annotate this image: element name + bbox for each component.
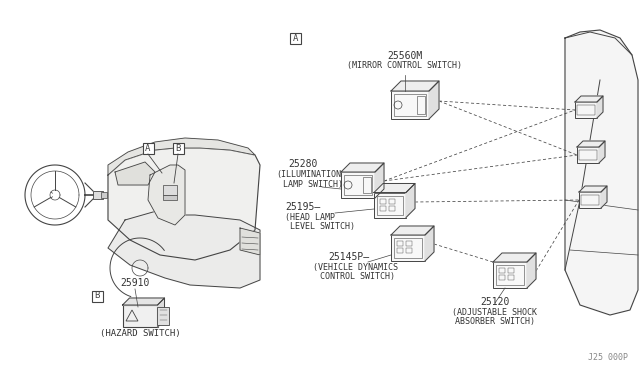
Bar <box>380 199 386 203</box>
Text: B: B <box>175 144 180 153</box>
Bar <box>397 241 403 246</box>
Text: LAMP SWITCH): LAMP SWITCH) <box>283 180 343 189</box>
Text: CONTROL SWITCH): CONTROL SWITCH) <box>320 272 395 281</box>
Polygon shape <box>148 165 185 225</box>
Polygon shape <box>527 253 536 288</box>
Bar <box>93 191 103 199</box>
Text: 25120: 25120 <box>480 297 509 307</box>
Bar <box>377 196 403 215</box>
Bar <box>173 142 184 154</box>
Bar <box>496 265 524 285</box>
Polygon shape <box>429 81 439 119</box>
Bar <box>394 94 426 116</box>
Bar <box>579 150 597 160</box>
Bar <box>499 275 505 280</box>
Polygon shape <box>577 141 605 147</box>
Bar <box>92 291 102 301</box>
Bar <box>363 177 371 193</box>
Polygon shape <box>599 141 605 163</box>
Polygon shape <box>108 210 260 288</box>
Bar <box>508 275 514 280</box>
Text: ABSORBER SWITCH): ABSORBER SWITCH) <box>455 317 535 326</box>
Bar <box>391 235 425 261</box>
Bar <box>389 199 395 203</box>
Bar <box>577 105 595 115</box>
Text: 25910: 25910 <box>120 278 149 288</box>
Polygon shape <box>575 96 603 102</box>
Polygon shape <box>601 186 607 208</box>
Bar <box>157 307 168 325</box>
Polygon shape <box>425 226 434 261</box>
Text: (MIRROR CONTROL SWITCH): (MIRROR CONTROL SWITCH) <box>348 61 463 70</box>
Polygon shape <box>493 253 536 262</box>
Polygon shape <box>374 183 415 192</box>
Bar <box>163 185 177 195</box>
Polygon shape <box>122 298 164 305</box>
Text: (ILLUMINATION: (ILLUMINATION <box>276 170 341 179</box>
Bar <box>101 192 107 198</box>
Bar <box>406 241 412 246</box>
Polygon shape <box>240 228 260 255</box>
Bar <box>163 195 177 200</box>
Polygon shape <box>115 162 155 185</box>
Polygon shape <box>579 186 607 192</box>
Polygon shape <box>406 183 415 218</box>
Polygon shape <box>375 163 384 198</box>
Bar <box>397 248 403 253</box>
Bar <box>341 172 375 198</box>
Bar <box>417 96 425 114</box>
Text: LEVEL SWITCH): LEVEL SWITCH) <box>290 222 355 231</box>
Bar <box>575 102 597 118</box>
Polygon shape <box>391 81 439 91</box>
Polygon shape <box>108 148 260 260</box>
Bar <box>122 305 157 327</box>
Text: 25560M: 25560M <box>387 51 422 61</box>
Polygon shape <box>597 96 603 118</box>
Polygon shape <box>565 30 638 315</box>
Bar <box>291 32 301 44</box>
Bar <box>143 142 154 154</box>
Bar <box>499 268 505 273</box>
Polygon shape <box>341 163 384 172</box>
Bar <box>581 195 599 205</box>
Text: (ADJUSTABLE SHOCK: (ADJUSTABLE SHOCK <box>452 308 538 317</box>
Bar <box>577 147 599 163</box>
Bar <box>493 262 527 288</box>
Text: 25280: 25280 <box>288 159 317 169</box>
Text: J25 000P: J25 000P <box>588 353 628 362</box>
Bar <box>391 91 429 119</box>
Text: A: A <box>145 144 150 153</box>
Bar <box>579 192 601 208</box>
Text: (HAZARD SWITCH): (HAZARD SWITCH) <box>100 329 180 338</box>
Text: (VEHICLE DYNAMICS: (VEHICLE DYNAMICS <box>313 263 398 272</box>
Text: A: A <box>293 33 299 42</box>
Bar <box>374 192 406 218</box>
Text: B: B <box>94 292 100 301</box>
Bar <box>344 175 372 195</box>
Bar <box>394 238 422 258</box>
Text: 25145P—: 25145P— <box>328 252 369 262</box>
Polygon shape <box>391 226 434 235</box>
Text: (HEAD LAMP: (HEAD LAMP <box>285 213 335 222</box>
Polygon shape <box>108 138 255 175</box>
Bar <box>389 205 395 211</box>
Bar <box>380 205 386 211</box>
Bar <box>508 268 514 273</box>
Text: 25195—: 25195— <box>285 202 320 212</box>
Polygon shape <box>157 298 164 327</box>
Bar <box>406 248 412 253</box>
